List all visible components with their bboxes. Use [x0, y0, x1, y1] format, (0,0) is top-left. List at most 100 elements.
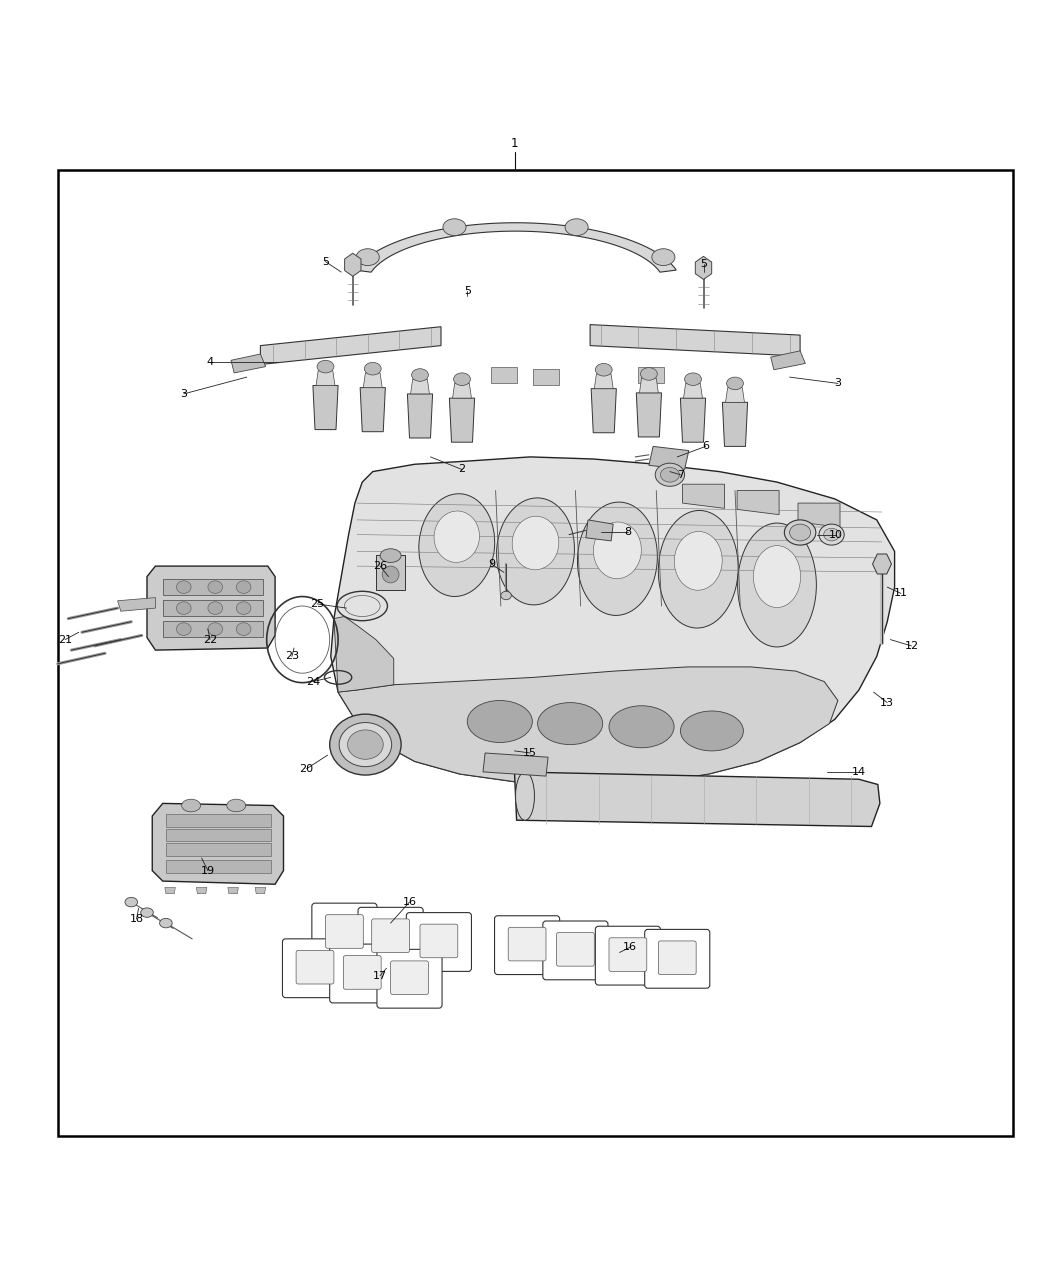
Ellipse shape [497, 499, 574, 604]
Ellipse shape [516, 771, 534, 820]
Ellipse shape [208, 602, 223, 615]
Polygon shape [360, 388, 385, 432]
Ellipse shape [754, 546, 800, 608]
Ellipse shape [790, 524, 811, 541]
Ellipse shape [125, 898, 138, 907]
Ellipse shape [538, 703, 603, 745]
Ellipse shape [595, 363, 612, 376]
Text: 17: 17 [373, 970, 387, 980]
Ellipse shape [227, 799, 246, 812]
Ellipse shape [565, 219, 588, 236]
FancyBboxPatch shape [372, 919, 410, 952]
Text: 5: 5 [322, 256, 329, 266]
Text: 3: 3 [835, 379, 841, 389]
Bar [491, 367, 517, 384]
FancyBboxPatch shape [296, 950, 334, 984]
Polygon shape [196, 887, 207, 894]
Text: 19: 19 [201, 866, 215, 876]
Polygon shape [453, 384, 471, 398]
Ellipse shape [236, 581, 251, 593]
Bar [533, 368, 559, 385]
Text: 10: 10 [828, 529, 843, 539]
FancyBboxPatch shape [543, 921, 608, 979]
Text: 20: 20 [299, 764, 314, 774]
Bar [163, 599, 262, 617]
Ellipse shape [236, 622, 251, 635]
Polygon shape [726, 388, 744, 403]
Bar [166, 829, 271, 842]
Polygon shape [639, 379, 658, 393]
Text: 5: 5 [464, 286, 470, 296]
Text: 24: 24 [306, 677, 320, 687]
FancyBboxPatch shape [312, 903, 377, 961]
Text: 12: 12 [904, 641, 919, 652]
Ellipse shape [208, 581, 223, 593]
FancyBboxPatch shape [658, 941, 696, 974]
Ellipse shape [176, 602, 191, 615]
Text: 23: 23 [285, 652, 299, 662]
Polygon shape [590, 325, 800, 356]
Polygon shape [334, 617, 394, 692]
FancyBboxPatch shape [330, 944, 395, 1003]
Ellipse shape [412, 368, 428, 381]
Ellipse shape [382, 566, 399, 583]
Ellipse shape [236, 602, 251, 615]
Polygon shape [355, 223, 676, 272]
Ellipse shape [819, 524, 844, 546]
FancyBboxPatch shape [358, 908, 423, 966]
Text: 14: 14 [852, 766, 866, 776]
Polygon shape [331, 456, 895, 787]
Text: 1: 1 [510, 138, 519, 150]
Polygon shape [737, 491, 779, 515]
FancyBboxPatch shape [406, 913, 471, 972]
Ellipse shape [727, 377, 743, 390]
Ellipse shape [160, 918, 172, 928]
Ellipse shape [680, 711, 743, 751]
Polygon shape [344, 254, 361, 277]
Ellipse shape [176, 622, 191, 635]
Ellipse shape [467, 700, 532, 742]
Text: 25: 25 [310, 599, 324, 609]
FancyBboxPatch shape [420, 924, 458, 958]
Polygon shape [514, 771, 880, 826]
Text: 21: 21 [58, 635, 72, 645]
Polygon shape [483, 754, 548, 776]
Ellipse shape [512, 516, 559, 570]
Bar [166, 861, 271, 872]
Bar [163, 621, 262, 638]
Bar [163, 579, 262, 595]
Text: 8: 8 [625, 528, 631, 538]
FancyBboxPatch shape [556, 932, 594, 966]
Text: 4: 4 [207, 357, 213, 367]
Ellipse shape [685, 372, 701, 385]
Ellipse shape [784, 520, 816, 546]
FancyBboxPatch shape [609, 938, 647, 972]
Polygon shape [338, 667, 838, 787]
Text: 9: 9 [488, 558, 495, 569]
Polygon shape [118, 598, 155, 611]
Ellipse shape [176, 581, 191, 593]
Ellipse shape [380, 548, 401, 562]
Ellipse shape [652, 249, 675, 265]
Polygon shape [873, 555, 891, 574]
FancyBboxPatch shape [377, 950, 442, 1009]
Ellipse shape [330, 714, 401, 775]
Ellipse shape [658, 510, 738, 629]
Ellipse shape [443, 219, 466, 236]
Ellipse shape [609, 706, 674, 747]
Text: 22: 22 [203, 635, 217, 645]
Polygon shape [684, 384, 702, 398]
Polygon shape [594, 374, 613, 389]
Polygon shape [680, 398, 706, 442]
Ellipse shape [737, 523, 817, 646]
Bar [166, 843, 271, 856]
FancyBboxPatch shape [645, 929, 710, 988]
Polygon shape [228, 887, 238, 894]
Text: 13: 13 [880, 697, 895, 708]
Polygon shape [165, 887, 175, 894]
Ellipse shape [655, 463, 685, 486]
Polygon shape [260, 326, 441, 365]
Polygon shape [798, 504, 840, 528]
Polygon shape [231, 354, 266, 372]
FancyBboxPatch shape [343, 956, 381, 989]
